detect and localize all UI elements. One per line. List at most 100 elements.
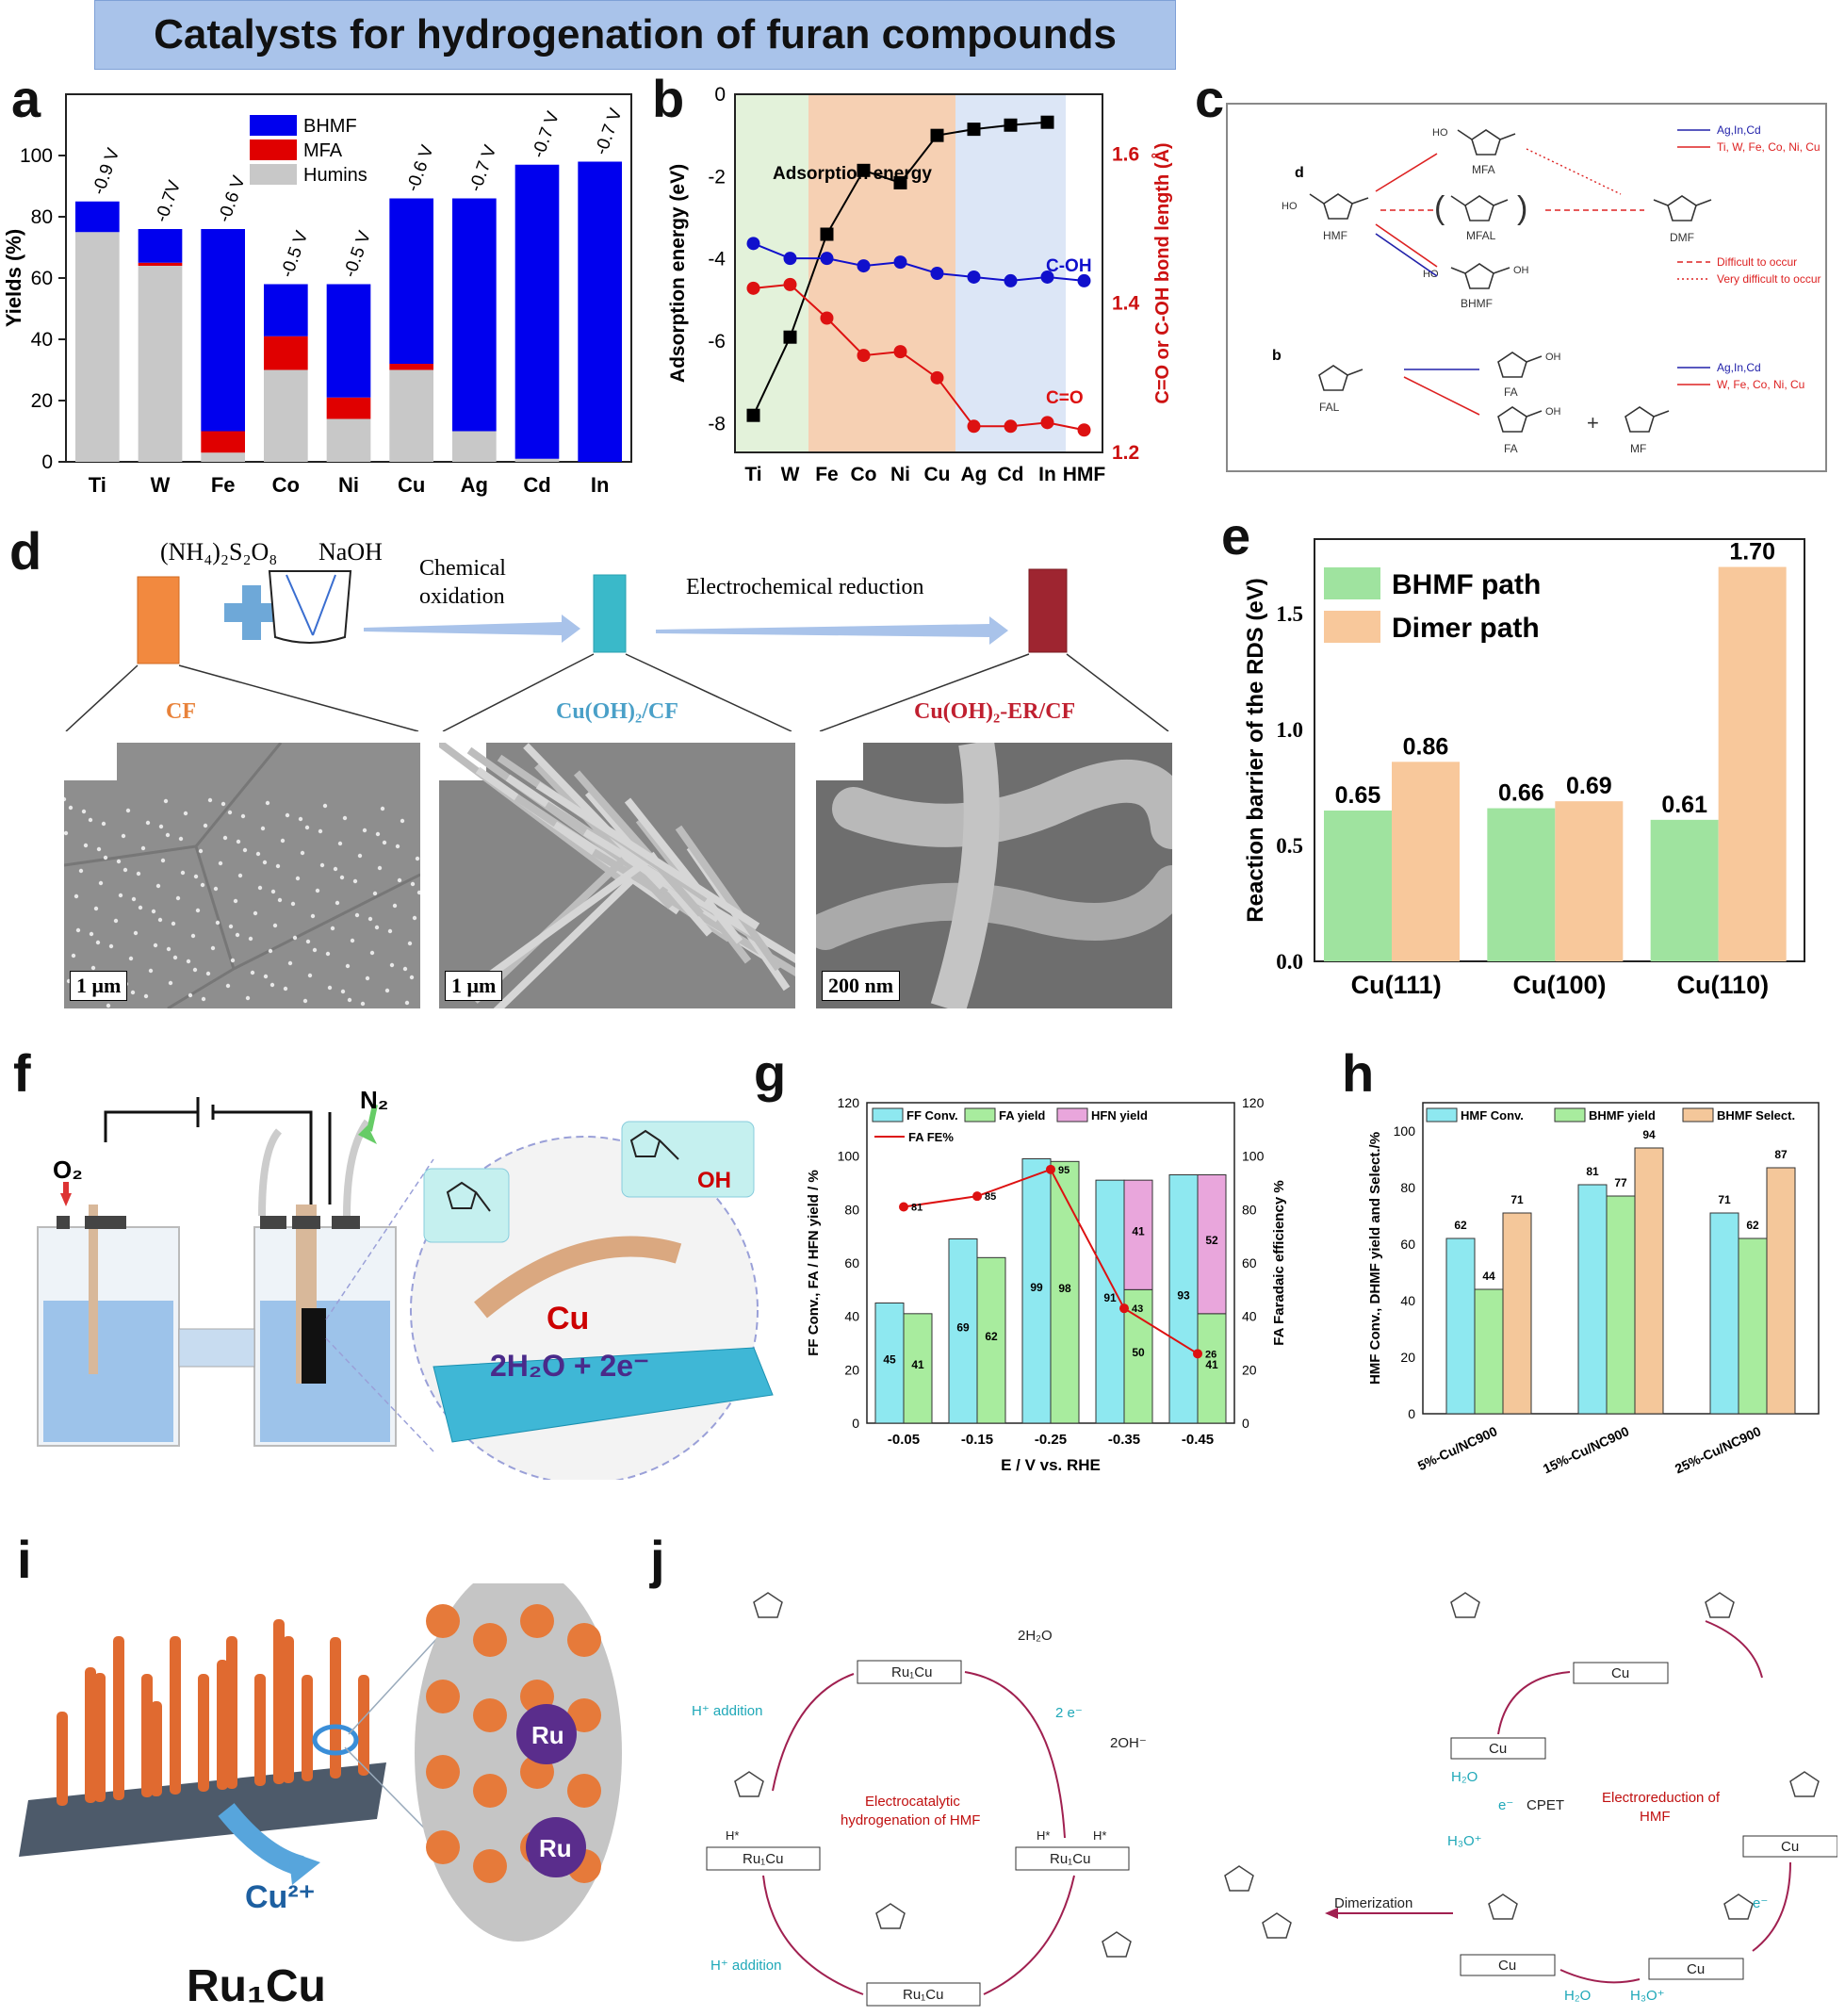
chart-h-bar [1634,1147,1664,1415]
chart-g-y2tick-label: 0 [1242,1416,1249,1431]
chart-g-bar-hfn [1197,1174,1227,1315]
chart-a-bar-bhmf [326,284,371,398]
chart-g-ytick-label: 120 [838,1095,860,1110]
chart-a-potential-label: -0.7 V [465,142,500,194]
chart-a-potential-label: -0.7 V [592,106,627,157]
ru-atom-2 [526,1817,586,1877]
chart-g-xtick-label: -0.25 [1035,1432,1067,1448]
panel-label-e: e [1221,506,1251,565]
chart-g-bar-label: 91 [1103,1291,1117,1304]
step-oxidation: oxidation [419,584,505,609]
svg-text:(: ( [1434,190,1445,226]
chart-b-marker [1040,270,1054,284]
chart-h-legend-label: BHMF Select. [1717,1108,1795,1123]
sample-label-cuoh2-er-cf: Cu(OH)₂-ER/CF [914,699,1075,724]
chart-h-bar [1577,1184,1608,1415]
chart-a-bar-mfa [138,262,183,266]
chart-a-bar-bhmf [201,229,245,432]
chart-b-y2tick-label: 1.6 [1112,143,1139,165]
chart-a-bar-humins [75,232,120,462]
chart-g-xtick-label: -0.15 [961,1432,993,1448]
chart-g-y2tick-label: 120 [1242,1095,1265,1110]
reagent-naoh: NaOH [318,538,383,565]
chart-a-potential-label: -0.9 V [89,145,123,197]
chart-h-xtick-label: 5%-Cu/NC900 [1415,1423,1499,1473]
chart-h-ytick-label: 100 [1394,1123,1416,1139]
chart-a-xtick-label: Cu [398,473,425,497]
chart-e-ytick-label: 1.5 [1276,602,1303,626]
legend-d-blue: Ag,In,Cd [1717,123,1761,137]
chart-b-xtick-label: In [1038,464,1056,485]
chart-h-bar [1766,1167,1796,1415]
chart-e-value-label: 0.65 [1335,782,1381,809]
label-dimerization: Dimerization [1334,1895,1412,1911]
label-h-addition-2: H⁺ addition [710,1958,781,1974]
chart-a-xtick-label: In [591,473,610,497]
chart-a-xtick-label: Ti [89,473,106,497]
chart-g-fe-marker [1193,1349,1202,1359]
chart-b-xtick-label: Ag [961,464,988,485]
chart-a-bar-humins [201,452,245,462]
chart-b-marker [930,128,944,142]
chart-a-ytick-label: 20 [31,390,53,412]
chart-b-xtick-label: Cd [998,464,1024,485]
chart-a-xtick-label: Cd [523,473,550,497]
chart-b-annotation-co: C=O [1046,388,1084,408]
chart-e-reaction-barrier: 0.0 0.5 1.0 1.5 Reaction barrier of the RDS … [1243,538,1805,999]
cuoh2-er-cf-block [1028,568,1068,653]
chart-g-fe-marker [972,1191,982,1202]
label-electroreduction-hmf: HMF [1640,1809,1671,1825]
chart-g-fe-marker [1119,1303,1129,1314]
panel-label-j: j [650,1530,665,1589]
chart-b-marker [783,277,797,291]
chart-b-y2label: C=O or C-OH bond length (Å) [1151,142,1173,403]
chart-a-bar-mfa [201,431,245,453]
o2-arrow [60,1182,72,1206]
chart-g-furfural: 0 0 20 20 40 40 60 60 80 80 100 100 120 120 FF Conv., … [806,1095,1287,1474]
label-fal: FAL [1319,401,1340,414]
chart-b-marker [746,237,760,251]
chart-h-ytick-label: 60 [1400,1237,1415,1252]
chart-a-yields: 0 20 40 60 80 100 Yields (%) Ti -0.9 V W -0.7V Fe -0… [2,93,632,497]
box-cu-top: Cu [1611,1665,1629,1681]
chart-g-xtick-label: -0.35 [1108,1432,1140,1448]
chart-b-marker [930,267,944,280]
chart-b-annotation-adsorption: Adsorption energy [773,164,932,184]
chart-a-ytick-label: 80 [31,206,53,228]
chart-e-value-label: 0.66 [1498,780,1544,807]
label-mf: MF [1630,442,1646,455]
chart-g-bar-conv [874,1303,905,1424]
chart-b-xtick-label: W [781,464,800,485]
sample-label-cf: CF [166,699,196,724]
chart-e-xtick-label: Cu(110) [1677,971,1770,999]
chart-a-bar-humins [452,431,497,462]
label-2oh: 2OH⁻ [1110,1735,1147,1751]
chart-g-bar-label: 93 [1177,1288,1190,1302]
chart-g-ytick-label: 60 [844,1255,859,1270]
chart-a-ylabel: Yields (%) [2,229,25,327]
chart-h-ytick-label: 20 [1400,1350,1415,1365]
chart-a-legend-label: BHMF [303,116,357,137]
reagent-persulfate: (NH₄)₂S₂O₈ [160,538,277,565]
chart-b-line-coh [753,242,1085,282]
connecting-bridge [178,1328,255,1368]
chart-h-value-label: 94 [1642,1128,1656,1141]
chart-b-y2tick-label: 1.2 [1112,442,1139,464]
step-electrochemical-reduction: Electrochemical reduction [686,575,924,599]
label-h2o-2: H₂O [1564,1988,1591,2004]
label-o2: O₂ [53,1156,83,1184]
chart-a-bar-humins [326,418,371,462]
label-h2o-1: H₂O [1451,1769,1478,1785]
chart-h-xtick-label: 15%-Cu/NC900 [1541,1423,1632,1476]
svg-text:HO: HO [1282,201,1298,212]
box-ru1cu-right: Ru₁Cu [1050,1851,1090,1867]
chart-g-bar-label: 98 [1058,1282,1071,1295]
chart-h-value-label: 87 [1774,1148,1788,1161]
chart-e-xtick-label: Cu(111) [1351,971,1442,999]
substrate-plate [19,1762,386,1857]
chart-h-value-label: 81 [1586,1165,1599,1178]
chart-g-xtick-label: -0.45 [1182,1432,1214,1448]
chart-g-legend-swatch [872,1107,904,1123]
cf-foam-block [137,576,180,664]
svg-text:Ru: Ru [539,1834,572,1862]
